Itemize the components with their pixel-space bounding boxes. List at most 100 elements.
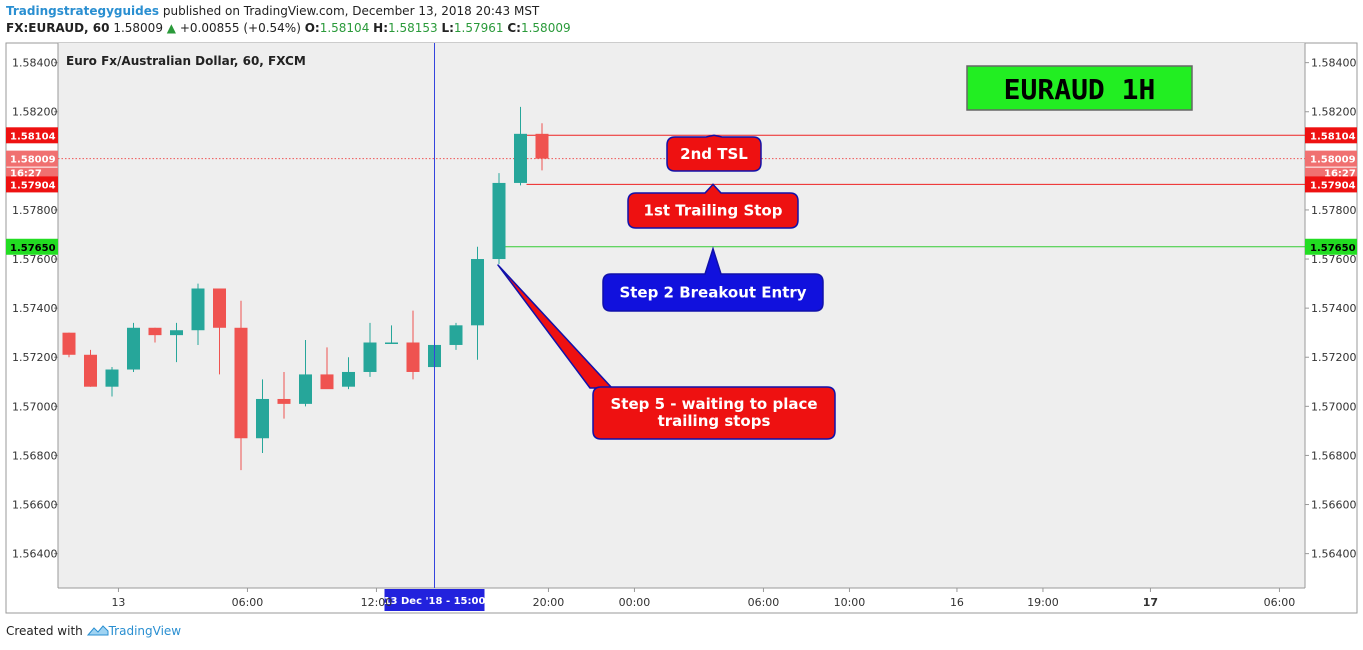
price-tag-right-text: 1.58009 xyxy=(1310,155,1356,166)
x-tick-label: 16 xyxy=(950,596,964,609)
candle-body[interactable] xyxy=(277,398,291,404)
low-value: 1.57961 xyxy=(453,21,504,35)
candle-body[interactable] xyxy=(84,354,97,387)
symbol-info-bar: FX:EURAUD, 60 1.58009 ▲ +0.00855 (+0.54%… xyxy=(6,21,571,35)
x-tick-label: 06:00 xyxy=(232,596,264,609)
price-change: +0.00855 (+0.54%) xyxy=(179,21,301,35)
price-tag-left-text: 1.57904 xyxy=(10,180,56,191)
y-tick-label-right: 1.58400 xyxy=(1311,57,1357,70)
candle-body[interactable] xyxy=(62,332,76,355)
crosshair-time-label: 13 Dec '18 - 15:00 xyxy=(384,596,486,607)
candle-body[interactable] xyxy=(127,327,140,370)
price-tag-right xyxy=(1305,150,1357,167)
countdown-tag-left xyxy=(6,167,58,178)
price-tag-left-text: 1.57650 xyxy=(10,243,56,254)
candle-body[interactable] xyxy=(191,288,205,331)
y-tick-label-left: 1.57200 xyxy=(12,351,58,364)
high-value: 1.58153 xyxy=(388,21,438,35)
y-tick-label-left: 1.56800 xyxy=(12,449,58,462)
candle-body[interactable] xyxy=(363,342,377,372)
y-tick-label-right: 1.56600 xyxy=(1311,499,1357,512)
y-tick-label-right: 1.57800 xyxy=(1311,204,1357,217)
price-tag-left xyxy=(6,238,58,255)
last-price: 1.58009 xyxy=(113,21,163,35)
candle-body[interactable] xyxy=(342,371,355,387)
candle-body[interactable] xyxy=(320,374,334,390)
price-tag-right xyxy=(1305,238,1357,255)
candle-body[interactable] xyxy=(535,133,549,159)
plot-area[interactable] xyxy=(58,43,1305,588)
published-text: published on TradingView.com, December 1… xyxy=(162,4,540,18)
price-tag-left-text: 1.58104 xyxy=(10,131,56,142)
created-with-text: Created with xyxy=(6,624,83,638)
y-tick-label-right: 1.56400 xyxy=(1311,548,1357,561)
candle-body[interactable] xyxy=(105,369,119,387)
candle-body[interactable] xyxy=(492,182,506,260)
x-tick-label: 10:00 xyxy=(834,596,866,609)
open-value: 1.58104 xyxy=(319,21,370,35)
callout-breakout-entry-shape xyxy=(602,246,824,312)
x-tick-label: 19:00 xyxy=(1027,596,1059,609)
low-label: L: xyxy=(441,21,454,35)
y-tick-label-right: 1.57600 xyxy=(1311,253,1357,266)
candle-body[interactable] xyxy=(385,342,398,345)
candle-body[interactable] xyxy=(170,330,183,336)
y-tick-label-left: 1.57600 xyxy=(12,253,58,266)
y-tick-label-right: 1.57000 xyxy=(1311,400,1357,413)
y-tick-label-left: 1.56600 xyxy=(12,499,58,512)
y-tick-label-left: 1.58400 xyxy=(12,57,58,70)
price-tag-left xyxy=(6,150,58,167)
candle-body[interactable] xyxy=(471,259,484,326)
price-tag-right xyxy=(1305,127,1357,144)
candle-body[interactable] xyxy=(148,327,162,336)
tradingview-cloud-icon xyxy=(86,625,109,636)
x-tick-label: 13 xyxy=(111,596,125,609)
candle-body[interactable] xyxy=(234,327,248,439)
tradingview-brand-link[interactable]: TradingView xyxy=(108,624,182,638)
price-tag-left xyxy=(6,127,58,144)
price-tag-right-text: 1.57650 xyxy=(1310,243,1356,254)
candle-body[interactable] xyxy=(299,374,312,404)
price-tag-left-text: 1.58009 xyxy=(10,155,56,166)
y-tick-label-left: 1.57400 xyxy=(12,302,58,315)
candle-body[interactable] xyxy=(213,288,226,328)
open-label: O: xyxy=(304,21,320,35)
big-label-text: EURAUD 1H xyxy=(1004,73,1156,106)
publisher-link[interactable]: Tradingstrategyguides xyxy=(6,4,160,18)
y-tick-label-left: 1.58200 xyxy=(12,106,58,119)
callout-1st-trailing-stop-text: 1st Trailing Stop xyxy=(644,202,783,220)
y-tick-label-right: 1.57200 xyxy=(1311,351,1357,364)
x-tick-label: 12:00 xyxy=(361,596,393,609)
price-tag-right xyxy=(1305,176,1357,193)
callout-step5-box-text: trailing stops xyxy=(658,412,771,430)
countdown-tag-left-text: 16:27 xyxy=(10,169,42,180)
x-tick-label: 17 xyxy=(1143,596,1158,609)
price-tag-left xyxy=(6,176,58,193)
close-value: 1.58009 xyxy=(520,21,571,35)
big-label-box: EURAUD 1H xyxy=(966,65,1193,111)
y-tick-label-right: 1.57400 xyxy=(1311,302,1357,315)
callout-breakout-entry: Step 2 Breakout Entry xyxy=(602,246,824,312)
candle-body[interactable] xyxy=(256,398,269,439)
symbol-label: FX:EURAUD, 60 xyxy=(6,21,110,35)
callout-step5-box-text: Step 5 - waiting to place xyxy=(610,395,817,413)
candle-body[interactable] xyxy=(514,133,527,183)
callout-1st-trailing-stop-shape xyxy=(627,183,799,229)
x-tick-label: 06:00 xyxy=(1264,596,1296,609)
y-tick-label-right: 1.56800 xyxy=(1311,449,1357,462)
callout-2nd-tsl: 2nd TSL xyxy=(666,134,762,172)
y-tick-label-right: 1.58200 xyxy=(1311,106,1357,119)
callout-2nd-tsl-shape xyxy=(666,134,762,172)
price-tag-right-text: 1.57904 xyxy=(1310,180,1356,191)
close-label: C: xyxy=(507,21,521,35)
crosshair-time-tag xyxy=(384,589,485,611)
candle-body[interactable] xyxy=(406,342,420,372)
x-tick-label: 06:00 xyxy=(748,596,780,609)
footer: Created with TradingView xyxy=(6,624,181,638)
publish-info: Tradingstrategyguides published on Tradi… xyxy=(6,4,539,18)
countdown-tag-right-text: 16:27 xyxy=(1324,169,1356,180)
y-tick-label-left: 1.56400 xyxy=(12,548,58,561)
candle-body[interactable] xyxy=(449,325,463,345)
